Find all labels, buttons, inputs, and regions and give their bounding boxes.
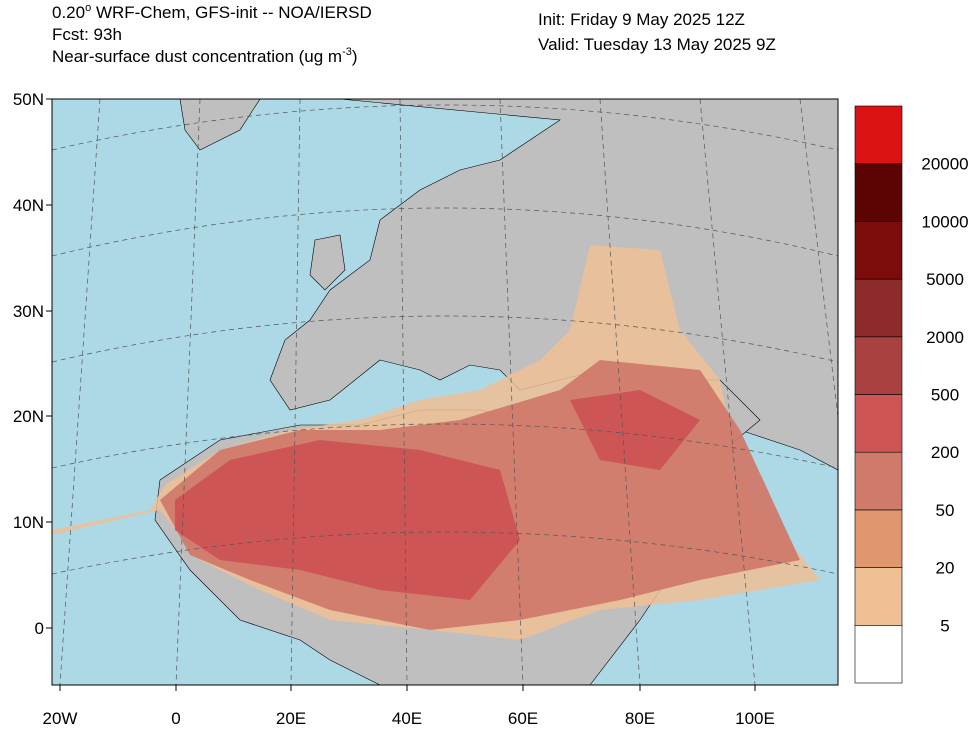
map-frame xyxy=(51,98,839,686)
lon-label: 20E xyxy=(276,709,306,726)
colorbar-box xyxy=(854,336,903,395)
colorbar-label: 20000 xyxy=(921,155,968,174)
dust-200-east xyxy=(570,390,700,470)
lon-label: 20W xyxy=(43,709,78,726)
britain xyxy=(309,234,346,291)
forecast: Fcst: 93h xyxy=(52,25,122,44)
colorbar-box xyxy=(854,278,903,338)
lon-label: 80E xyxy=(625,709,655,726)
colorbar-box xyxy=(854,163,903,222)
lon-label: 100E xyxy=(735,709,775,726)
lat-label: 50N xyxy=(13,90,44,109)
colorbar-box xyxy=(854,567,903,626)
colorbar-label: 50 xyxy=(936,501,955,520)
lat-label: 40N xyxy=(13,196,44,215)
colorbar-label: 20 xyxy=(936,559,955,578)
resolution: 0.20 xyxy=(52,3,85,22)
colorbar-label: 10000 xyxy=(921,212,968,231)
colorbar-box xyxy=(854,509,903,568)
field-name: Near-surface dust concentration (ug m xyxy=(52,47,342,66)
colorbar-label: 2000 xyxy=(926,328,964,347)
colorbar-label: 200 xyxy=(931,443,959,462)
colorbar-box xyxy=(854,105,903,165)
colorbar-label: 500 xyxy=(931,386,959,405)
valid-time: Valid: Tuesday 13 May 2025 9Z xyxy=(538,35,776,54)
model: WRF-Chem, GFS-init -- NOA/IERSD xyxy=(91,3,372,22)
title-line: 0.20o WRF-Chem, GFS-init -- NOA/IERSD xyxy=(52,2,372,22)
lat-label: 30N xyxy=(13,302,44,321)
colorbar-label: 5 xyxy=(940,616,949,635)
map xyxy=(52,99,838,685)
colorbar-box xyxy=(854,451,903,511)
lon-label: 0 xyxy=(171,709,180,726)
suffix: ) xyxy=(352,47,358,66)
degree: o xyxy=(85,2,91,14)
colorbar-label: 5000 xyxy=(926,270,964,289)
lon-label: 60E xyxy=(508,709,538,726)
lat-label: 0 xyxy=(35,619,44,638)
exponent: -3 xyxy=(342,46,352,58)
graticule xyxy=(52,99,838,685)
field: Near-surface dust concentration (ug m-3) xyxy=(52,46,358,66)
lon-label: 40E xyxy=(392,709,422,726)
dust-200 xyxy=(175,440,520,600)
init-time: Init: Friday 9 May 2025 12Z xyxy=(538,10,745,29)
greenland xyxy=(179,99,261,151)
colorbar-box xyxy=(854,221,903,280)
colorbar-box xyxy=(854,394,903,453)
lat-label: 20N xyxy=(13,407,44,426)
colorbar-box xyxy=(854,624,903,684)
lat-label: 10N xyxy=(13,513,44,532)
